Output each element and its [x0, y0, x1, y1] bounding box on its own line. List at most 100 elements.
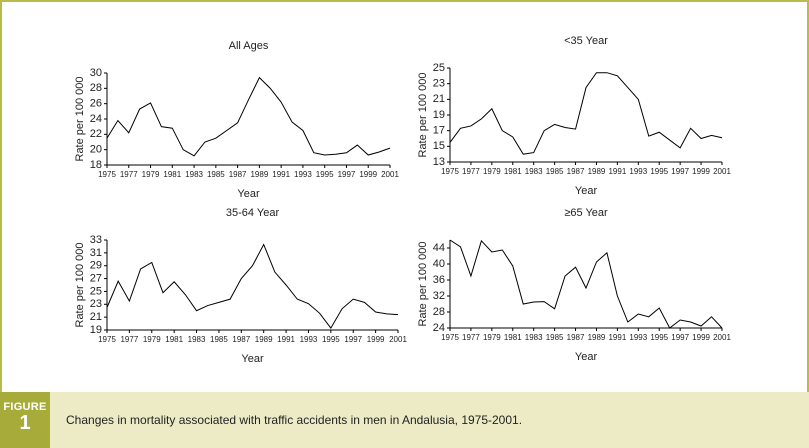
- x-tick-label: 1991: [277, 335, 295, 344]
- x-tick-label: 1989: [588, 333, 606, 342]
- y-axis-label: Rate per 100 000: [74, 242, 86, 327]
- data-line: [449, 72, 723, 155]
- y-tick-label: 19: [433, 109, 445, 121]
- x-tick-label: 1975: [98, 335, 116, 344]
- x-axis-label: Year: [241, 353, 264, 365]
- y-tick-label: 28: [90, 82, 102, 94]
- figure-frame: All Ages Year Rate per 100 000 18 20 22 24 26 28…: [0, 0, 809, 394]
- caption-band: FIGURE 1 Changes in mortality associated…: [0, 392, 809, 448]
- y-tick-label: 23: [90, 298, 102, 310]
- figure-caption: Changes in mortality associated with tra…: [66, 413, 523, 427]
- x-tick-label: 1979: [483, 333, 501, 342]
- data-line: [449, 239, 723, 329]
- x-tick-label: 1993: [294, 170, 312, 179]
- x-tick-label: 1989: [588, 167, 606, 176]
- x-tick-label: 2001: [713, 167, 731, 176]
- data-line: [106, 76, 391, 157]
- y-tick-label: 24: [433, 322, 445, 334]
- x-tick-label: 1987: [567, 167, 585, 176]
- y-axis-label: Rate per 100 000: [417, 72, 429, 157]
- x-tick-label: 1975: [441, 167, 459, 176]
- y-tick-label: 18: [90, 159, 102, 171]
- y-axis-label: Rate per 100 000: [417, 241, 429, 326]
- x-tick-label: 1975: [98, 170, 116, 179]
- x-axis-label: Year: [575, 351, 598, 363]
- y-axis-label: Rate per 100 000: [74, 76, 86, 161]
- y-tick-label: 28: [433, 306, 445, 318]
- chart-title: 35-64 Year: [226, 207, 280, 219]
- x-axis-label: Year: [237, 188, 260, 200]
- y-tick-label: 25: [433, 62, 445, 74]
- x-tick-label: 1997: [344, 335, 362, 344]
- x-tick-label: 1995: [650, 333, 668, 342]
- x-tick-label: 1989: [250, 170, 268, 179]
- x-tick-label: 1991: [272, 170, 290, 179]
- x-tick-label: 1985: [546, 167, 564, 176]
- x-tick-label: 1991: [608, 333, 626, 342]
- x-tick-label: 1981: [504, 333, 522, 342]
- x-tick-label: 1977: [462, 333, 480, 342]
- y-tick-label: 29: [90, 260, 102, 272]
- chart-title: All Ages: [229, 40, 269, 52]
- chart-title: <35 Year: [564, 35, 608, 47]
- x-tick-label: 1977: [120, 170, 138, 179]
- y-tick-label: 23: [433, 78, 445, 90]
- figure-number: 1: [19, 412, 31, 434]
- x-tick-label: 2001: [389, 335, 407, 344]
- x-tick-label: 1993: [629, 167, 647, 176]
- x-tick-label: 1983: [188, 335, 206, 344]
- x-tick-label: 1991: [608, 167, 626, 176]
- x-tick-label: 1997: [338, 170, 356, 179]
- y-tick-label: 27: [90, 272, 102, 284]
- x-tick-label: 1987: [229, 170, 247, 179]
- charts: All Ages Year Rate per 100 000 18 20 22 24 26 28…: [74, 35, 732, 365]
- y-tick-label: 15: [433, 140, 445, 152]
- x-tick-label: 1985: [207, 170, 225, 179]
- x-tick-label: 1995: [650, 167, 668, 176]
- x-tick-label: 1999: [692, 167, 710, 176]
- x-tick-label: 1997: [671, 333, 689, 342]
- y-tick-label: 40: [433, 258, 445, 270]
- x-tick-label: 1985: [546, 333, 564, 342]
- x-tick-label: 1981: [163, 170, 181, 179]
- x-tick-label: 1979: [142, 170, 160, 179]
- x-axis-label: Year: [575, 185, 598, 197]
- y-tick-label: 24: [90, 113, 102, 125]
- x-tick-label: 1983: [185, 170, 203, 179]
- x-tick-label: 2001: [713, 333, 731, 342]
- data-line: [106, 243, 399, 329]
- x-tick-label: 1989: [255, 335, 273, 344]
- x-tick-label: 1985: [210, 335, 228, 344]
- y-tick-label: 31: [90, 247, 102, 259]
- x-tick-label: 1979: [483, 167, 501, 176]
- y-tick-label: 20: [90, 144, 102, 156]
- x-tick-label: 1995: [316, 170, 334, 179]
- x-tick-label: 1999: [359, 170, 377, 179]
- y-tick-label: 22: [90, 128, 102, 140]
- x-tick-label: 1983: [525, 167, 543, 176]
- x-tick-label: 1979: [143, 335, 161, 344]
- y-tick-label: 21: [433, 93, 445, 105]
- y-tick-label: 21: [90, 311, 102, 323]
- y-tick-label: 13: [433, 156, 445, 168]
- x-tick-label: 1987: [567, 333, 585, 342]
- x-tick-label: 1981: [165, 335, 183, 344]
- x-tick-label: 1987: [232, 335, 250, 344]
- x-tick-label: 1993: [300, 335, 318, 344]
- x-tick-label: 1975: [441, 333, 459, 342]
- x-tick-label: 1993: [629, 333, 647, 342]
- x-tick-label: 1995: [322, 335, 340, 344]
- x-tick-label: 1977: [120, 335, 138, 344]
- y-tick-label: 19: [90, 324, 102, 336]
- y-tick-label: 33: [90, 234, 102, 246]
- y-tick-label: 26: [90, 98, 102, 110]
- x-tick-label: 1983: [525, 333, 543, 342]
- y-tick-label: 25: [90, 285, 102, 297]
- figure-badge: FIGURE 1: [0, 392, 50, 448]
- x-tick-label: 1999: [692, 333, 710, 342]
- y-tick-label: 44: [433, 242, 445, 254]
- chart-title: ≥65 Year: [564, 207, 608, 219]
- x-tick-label: 2001: [381, 170, 399, 179]
- x-tick-label: 1997: [671, 167, 689, 176]
